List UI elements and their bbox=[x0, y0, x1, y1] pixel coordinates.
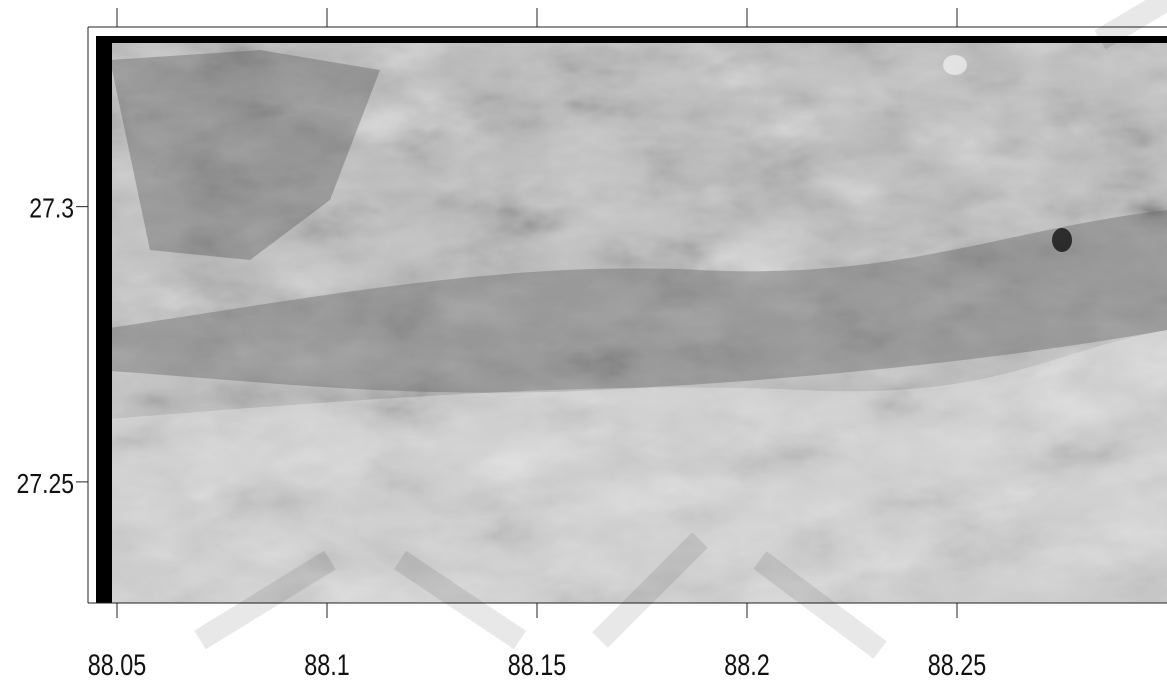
watermark bbox=[194, 0, 1167, 659]
dark-upper-left bbox=[110, 50, 380, 260]
x-tick-label: 88.05 bbox=[88, 648, 147, 680]
y-tick-label: 27.3 bbox=[29, 194, 74, 225]
dark-spot bbox=[1052, 228, 1072, 252]
y-axis-ticks: 27.3 27.25 bbox=[17, 194, 88, 500]
frame-top-edge bbox=[96, 36, 1167, 43]
axis-frame bbox=[87, 26, 1167, 604]
relief-texture bbox=[96, 36, 1167, 603]
relief-layer bbox=[96, 36, 1167, 603]
x-tick-label: 88.25 bbox=[928, 648, 987, 680]
x-tick-label: 88.1 bbox=[304, 648, 350, 680]
light-spot bbox=[943, 55, 967, 75]
x-tick-label: 88.15 bbox=[508, 648, 567, 680]
x-axis-ticks: 88.05 88.1 88.15 88.2 88.25 bbox=[88, 8, 987, 680]
frame-left-edge bbox=[96, 36, 112, 603]
y-tick-label: 27.25 bbox=[17, 469, 74, 500]
dark-ridge-band bbox=[96, 210, 1167, 393]
x-tick-label: 88.2 bbox=[724, 648, 770, 680]
light-lower-area bbox=[96, 330, 1167, 603]
